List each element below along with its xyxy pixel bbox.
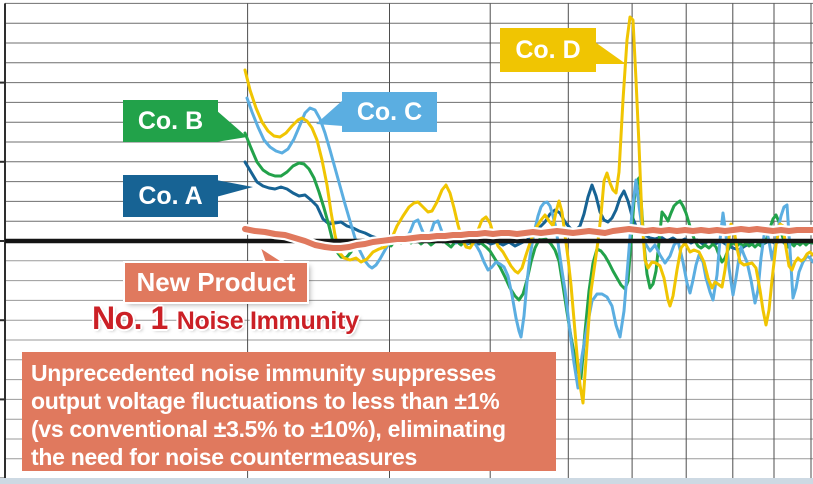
co-d-callout-label: Co. D [515,35,581,64]
headline-rank: No. 1 [92,300,168,336]
co-d-callout: Co. D [500,28,596,72]
co-b-callout: Co. B [123,100,218,142]
series-new-product-line [242,226,813,251]
new-product-callout-label: New Product [136,267,296,297]
co-c-callout: Co. C [342,92,437,132]
headline: No. 1 Noise Immunity [92,300,359,337]
co-b-callout-label: Co. B [137,106,204,135]
co-b-callout-pointer [216,110,247,142]
new-product-callout: New Product [125,263,307,302]
co-a-callout-label: Co. A [138,181,203,210]
bottom-margin-strip [0,478,813,484]
info-line-4: the need for noise countermeasures [31,444,418,470]
co-d-callout-pointer [595,42,626,64]
headline-text: Noise Immunity [176,307,359,335]
info-line-2: output voltage fluctuations to less than… [31,388,500,414]
co-a-callout: Co. A [123,175,218,217]
info-line-1: Unprecedented noise immunity suppresses [31,360,497,386]
co-a-callout-pointer [216,180,253,197]
co-c-callout-pointer [316,100,343,126]
info-box: Unprecedented noise immunity suppresses … [22,352,556,471]
co-c-callout-label: Co. C [356,97,423,126]
info-line-3: (vs conventional ±3.5% to ±10%), elimina… [31,416,506,442]
series-co-d-line [243,15,813,405]
